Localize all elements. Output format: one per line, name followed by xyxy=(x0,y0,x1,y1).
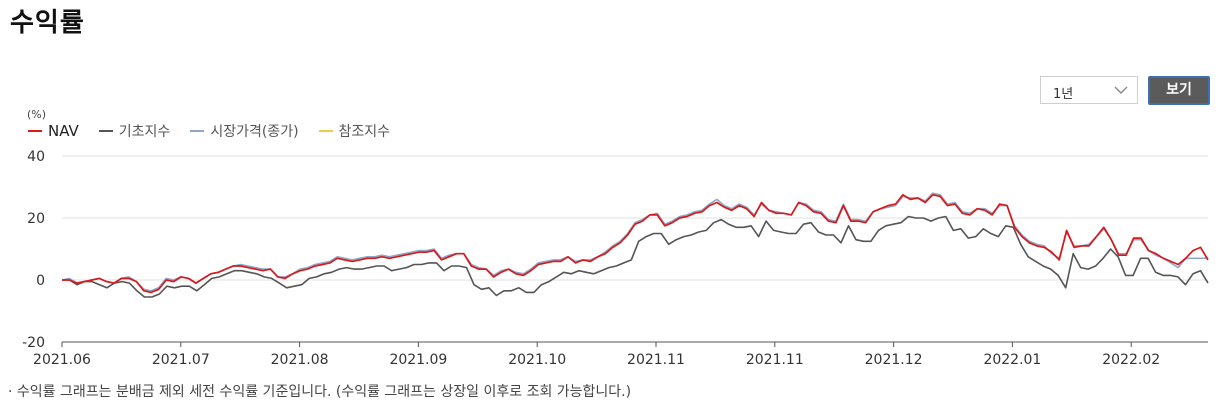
y-tick-label: 40 xyxy=(27,149,45,165)
x-tick-label: 2021.08 xyxy=(271,352,329,368)
x-tick-label: 2021.07 xyxy=(152,352,210,368)
x-tick-label: 2021.12 xyxy=(865,352,923,368)
x-tick-label: 2021.10 xyxy=(508,352,566,368)
chart-legend: NAV 기초지수 시장가격(종가) 참조지수 xyxy=(28,121,390,141)
page-title: 수익률 xyxy=(10,8,85,38)
x-tick-label: 2021.06 xyxy=(33,352,91,368)
x-tick-label: 2022.02 xyxy=(1102,352,1160,368)
legend-label: 기초지수 xyxy=(118,124,171,140)
footnote: · 수익률 그래프는 분배금 제외 세전 수익률 기준입니다. (수익률 그래프… xyxy=(8,384,632,400)
y-unit-label: (%) xyxy=(27,108,47,121)
period-select[interactable]: 1년 xyxy=(1040,76,1138,104)
legend-swatch-nav xyxy=(28,130,42,132)
series-line xyxy=(62,215,1209,298)
legend-label: 시장가격(종가) xyxy=(210,124,299,140)
x-tick-label: 2022.01 xyxy=(983,352,1041,368)
y-tick-label: 0 xyxy=(36,273,45,289)
legend-item-base-index[interactable]: 기초지수 xyxy=(98,121,171,141)
legend-swatch-market-price xyxy=(190,130,205,132)
legend-item-reference-index[interactable]: 참조지수 xyxy=(318,121,391,141)
period-select-value: 1년 xyxy=(1053,87,1074,102)
x-tick-label: 2021.11 xyxy=(627,352,685,368)
legend-item-market-price[interactable]: 시장가격(종가) xyxy=(190,121,299,141)
legend-item-nav[interactable]: NAV xyxy=(28,121,79,141)
x-tick-label: 2021.09 xyxy=(389,352,447,368)
x-tick-label: 2021.11 xyxy=(746,352,804,368)
chevron-down-icon xyxy=(1114,86,1128,94)
legend-swatch-base-index xyxy=(98,130,113,132)
legend-label: 참조지수 xyxy=(338,124,391,140)
legend-label: NAV xyxy=(48,122,79,140)
legend-swatch-reference-index xyxy=(318,130,333,132)
y-tick-label: 20 xyxy=(27,211,45,227)
view-button[interactable]: 보기 xyxy=(1148,76,1210,105)
series-line xyxy=(62,193,1209,294)
y-tick-label: -20 xyxy=(22,335,45,351)
series-line xyxy=(61,192,1208,292)
